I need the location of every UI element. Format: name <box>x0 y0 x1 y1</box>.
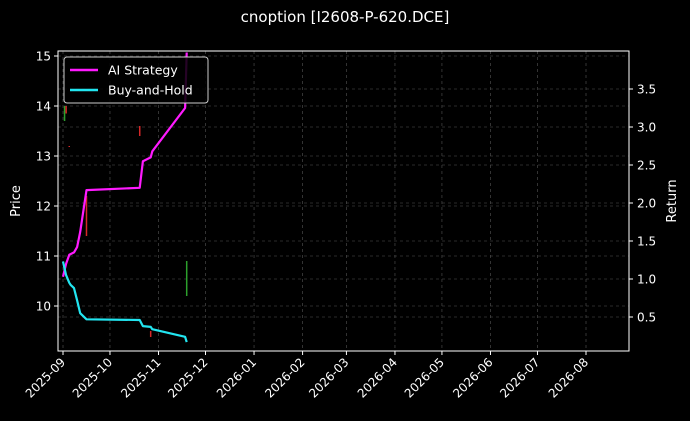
y-right-tick-label: 3.0 <box>637 121 656 135</box>
y-right-tick-label: 3.5 <box>637 83 656 97</box>
x-tick-label: 2026-01 <box>214 355 259 400</box>
price-axis: 10 11 12 13 14 15 <box>36 50 58 314</box>
x-tick-label: 2026-04 <box>355 355 400 400</box>
candlesticks <box>63 106 188 337</box>
y-right-tick-label: 2.0 <box>637 197 656 211</box>
x-tick-label: 2025-11 <box>118 355 163 400</box>
y-tick-label: 14 <box>36 100 51 114</box>
x-tick-label: 2026-05 <box>402 355 447 400</box>
legend: AI Strategy Buy-and-Hold <box>63 56 209 104</box>
x-tick-label: 2026-08 <box>546 355 591 400</box>
legend-label: Buy-and-Hold <box>108 83 193 98</box>
series-line <box>61 52 188 277</box>
y-right-tick-label: 2.5 <box>637 159 656 173</box>
x-tick-label: 2026-02 <box>262 355 307 400</box>
x-tick-label: 2026-07 <box>497 355 542 400</box>
legend-label: AI Strategy <box>108 63 178 78</box>
x-tick-label: 2025-09 <box>23 355 68 400</box>
y-right-tick-label: 1.0 <box>637 273 656 287</box>
y-tick-label: 13 <box>36 150 51 164</box>
x-tick-label: 2026-03 <box>306 355 351 400</box>
y-tick-label: 11 <box>36 250 51 264</box>
y-right-tick-label: 1.5 <box>637 235 656 249</box>
y-axis-label: Price <box>9 185 24 217</box>
y-tick-label: 15 <box>36 50 51 64</box>
legend-box <box>63 56 209 104</box>
y-tick-label: 12 <box>36 200 51 214</box>
y-right-tick-label: 0.5 <box>637 311 656 325</box>
date-axis: 2025-09 2025-10 2025-11 2025-12 2026-01 2026-… <box>23 351 591 401</box>
y-tick-label: 10 <box>36 300 51 314</box>
x-tick-label: 2026-06 <box>450 355 495 400</box>
y-axis-right-label: Return <box>665 179 680 222</box>
x-tick-label: 2025-12 <box>165 355 210 400</box>
series-line <box>61 261 188 343</box>
x-tick-label: 2025-10 <box>70 355 115 400</box>
series-lines <box>61 52 188 343</box>
plot-frame <box>57 50 630 352</box>
chart-title: cnoption [I2608-P-620.DCE] <box>240 8 450 26</box>
return-axis: 0.5 1.0 1.5 2.0 2.5 3.0 3.5 <box>629 83 656 325</box>
grid-lines <box>58 51 629 351</box>
